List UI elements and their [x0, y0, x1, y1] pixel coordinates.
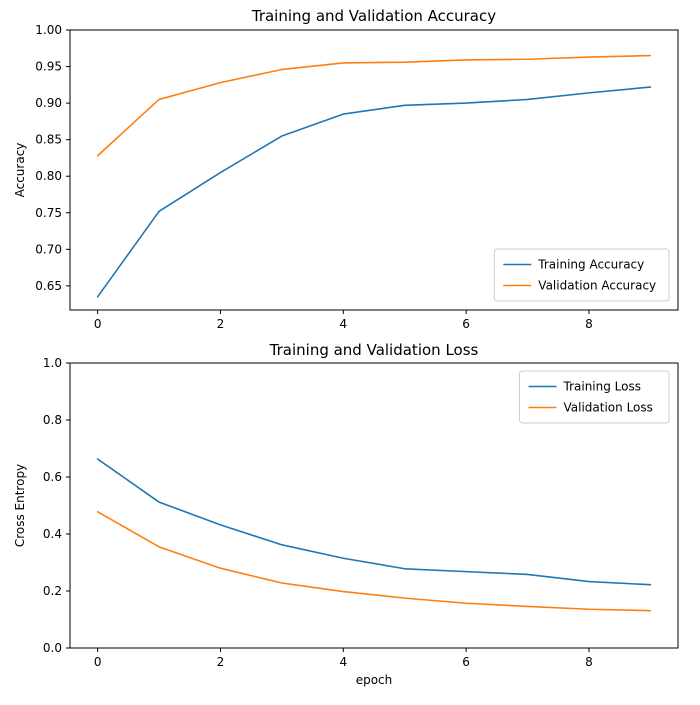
x-tick-label: 0 — [94, 317, 102, 331]
y-tick-label: 0.2 — [43, 584, 62, 598]
y-tick-label: 0.65 — [35, 279, 62, 293]
y-tick-label: 0.80 — [35, 169, 62, 183]
y-tick-label: 1.0 — [43, 356, 62, 370]
x-tick-label: 4 — [339, 317, 347, 331]
y-tick-label: 0.4 — [43, 527, 62, 541]
x-tick-label: 0 — [94, 655, 102, 669]
chart-title: Training and Validation Loss — [269, 341, 479, 359]
x-tick-label: 4 — [339, 655, 347, 669]
chart-title: Training and Validation Accuracy — [251, 7, 496, 25]
axes-frame — [69, 29, 679, 311]
x-tick-label: 6 — [462, 317, 470, 331]
loss-chart: 0 2 4 6 8 0.0 0.2 0.4 0.6 0.8 1.0 Training and Vali… — [13, 341, 679, 687]
y-tick-label: 0.90 — [35, 96, 62, 110]
legend-label-validation-accuracy: Validation Accuracy — [538, 279, 656, 293]
y-tick-label: 1.00 — [35, 23, 62, 37]
training-loss-line — [96, 458, 652, 586]
x-tick-label: 8 — [585, 655, 593, 669]
y-tick-label: 0.85 — [35, 133, 62, 147]
legend-box — [493, 248, 670, 302]
y-tick-label: 0.75 — [35, 206, 62, 220]
y-tick-label: 0.8 — [43, 413, 62, 427]
x-tick-label: 2 — [217, 655, 225, 669]
legend-label-validation-loss: Validation Loss — [564, 401, 653, 415]
validation-accuracy-line — [96, 54, 652, 157]
x-tick-label: 6 — [462, 655, 470, 669]
y-tick-label: 0.95 — [35, 60, 62, 74]
legend-label-training-loss: Training Loss — [563, 380, 641, 394]
y-tick-label: 0.6 — [43, 470, 62, 484]
validation-loss-line — [96, 510, 652, 612]
x-axis-label: epoch — [356, 673, 393, 687]
accuracy-legend: Training Accuracy Validation Accuracy — [493, 248, 670, 302]
legend-box — [519, 370, 670, 424]
axes-frame — [69, 362, 679, 649]
legend-label-training-accuracy: Training Accuracy — [537, 258, 644, 272]
training-accuracy-line — [96, 86, 652, 298]
y-tick-label: 0.70 — [35, 242, 62, 256]
x-tick-label: 8 — [585, 317, 593, 331]
y-axis-label: Cross Entropy — [13, 464, 27, 547]
y-axis-label: Accuracy — [13, 143, 27, 198]
accuracy-chart: 0 2 4 6 8 0.65 0.70 0.75 0.80 0.85 0.90 0.95 1.00 Tra… — [13, 7, 679, 331]
loss-legend: Training Loss Validation Loss — [519, 370, 670, 424]
y-tick-label: 0.0 — [43, 641, 62, 655]
x-tick-label: 2 — [217, 317, 225, 331]
